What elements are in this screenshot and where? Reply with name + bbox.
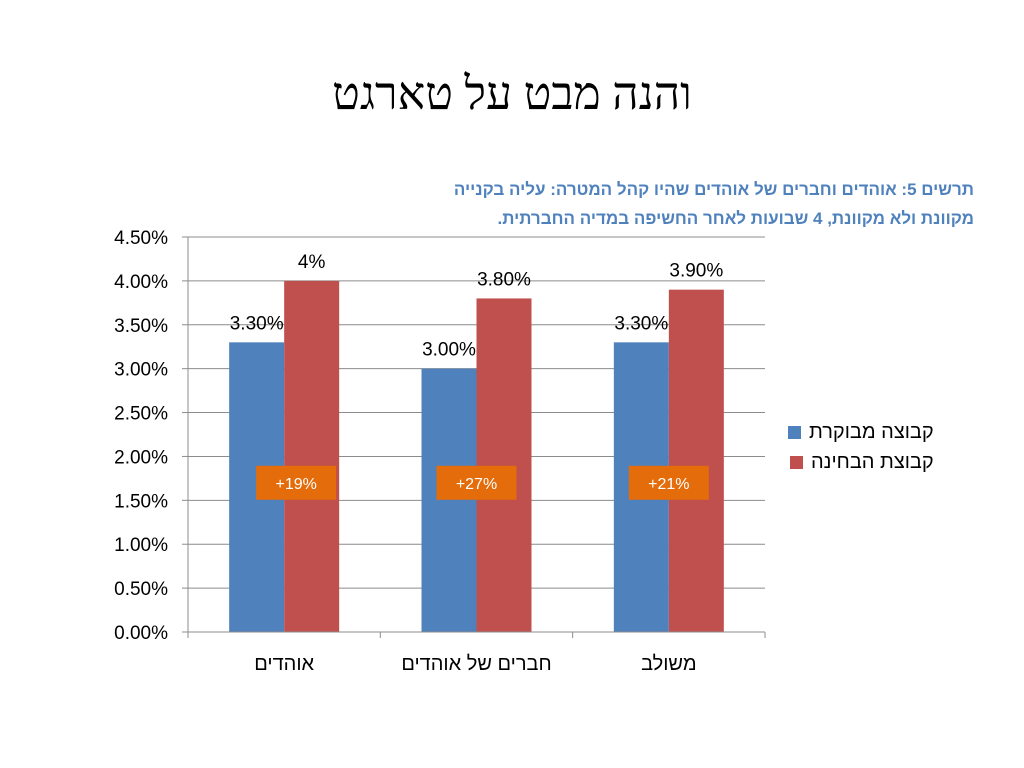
- legend-item-test: קבוצת הבחינה: [788, 447, 934, 477]
- y-tick-label: 1.50%: [114, 491, 168, 512]
- data-label-test: 3.80%: [477, 269, 531, 290]
- bar-control: [421, 368, 477, 632]
- x-category-label: אוהדים: [254, 653, 314, 675]
- bar-test: [284, 280, 340, 632]
- legend-swatch-control: [788, 425, 801, 439]
- y-tick-label: 1.00%: [114, 535, 168, 556]
- slide-title: והנה מבט על טארגט: [332, 68, 692, 119]
- y-tick-label: 3.00%: [114, 360, 168, 381]
- data-label-control: 3.30%: [614, 313, 668, 334]
- callout-label: +27%: [456, 476, 497, 493]
- data-label-test: 3.90%: [669, 261, 723, 282]
- x-category-label: חברים של אוהדים: [401, 653, 551, 675]
- bar-test: [668, 289, 724, 632]
- chart-legend: קבוצה מבוקרת קבוצת הבחינה: [788, 417, 934, 477]
- y-tick-label: 4.50%: [114, 228, 168, 249]
- bar-test: [476, 298, 532, 632]
- legend-label-control: קבוצה מבוקרת: [809, 420, 934, 443]
- x-category-label: משולב: [641, 653, 697, 675]
- y-tick-label: 0.50%: [114, 579, 168, 600]
- y-tick-label: 2.50%: [114, 404, 168, 425]
- callout-label: +21%: [648, 476, 689, 493]
- legend-label-test: קבוצת הבחינה: [811, 450, 934, 473]
- callout-box: [628, 465, 709, 500]
- callout-label: +19%: [275, 476, 316, 493]
- data-label-test: 4%: [298, 252, 326, 273]
- chart-subtitle: תרשים 5: אוהדים וחברים של אוהדים שהיו קה…: [214, 175, 974, 233]
- y-tick-label: 0.00%: [114, 623, 168, 644]
- data-label-control: 3.30%: [230, 313, 284, 334]
- y-tick-label: 2.00%: [114, 447, 168, 468]
- chart-subtitle-line-2: מקוונת ולא מקוונת, 4 שבועות לאחר החשיפה …: [497, 209, 974, 228]
- y-tick-label: 4.00%: [114, 272, 168, 293]
- data-label-control: 3.00%: [422, 340, 476, 361]
- legend-swatch-test: [790, 455, 803, 469]
- callout-box: [256, 465, 337, 500]
- callout-box: [436, 465, 517, 500]
- y-tick-label: 3.50%: [114, 316, 168, 337]
- legend-item-control: קבוצה מבוקרת: [788, 417, 934, 447]
- chart-subtitle-line-1: תרשים 5: אוהדים וחברים של אוהדים שהיו קה…: [453, 180, 974, 199]
